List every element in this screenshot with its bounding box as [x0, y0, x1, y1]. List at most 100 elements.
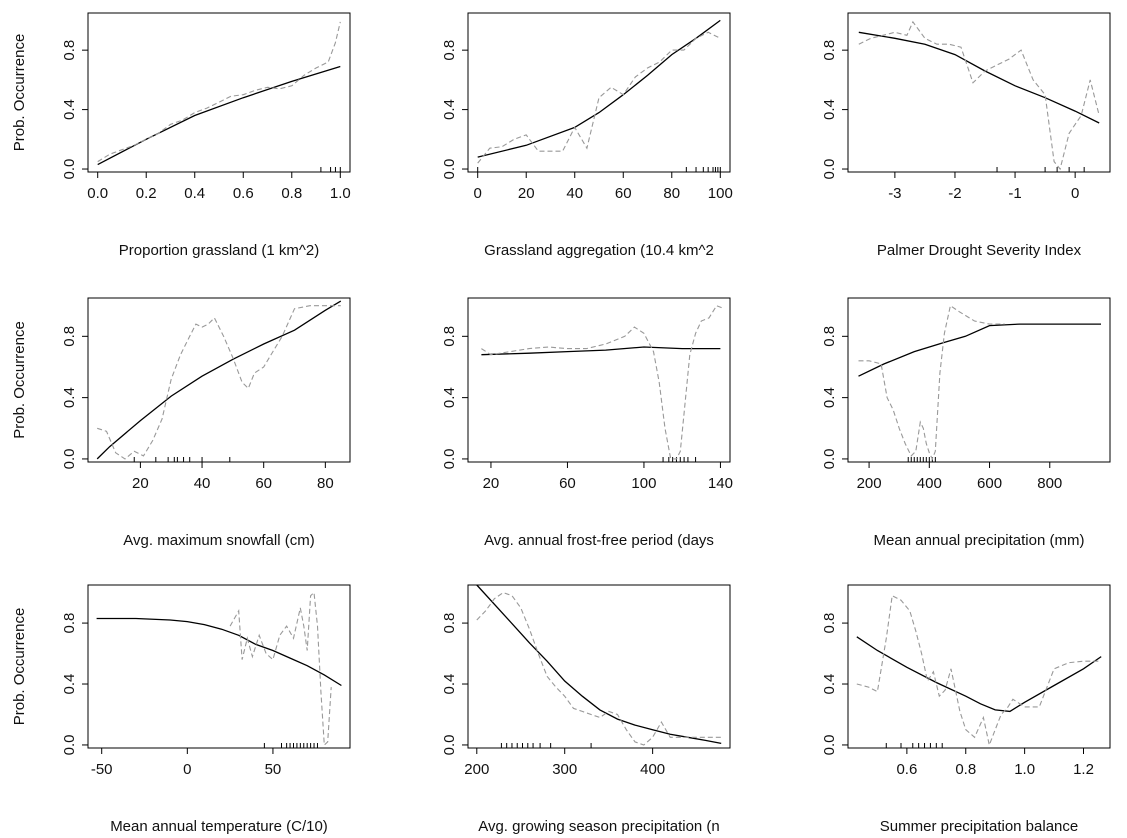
- x-tick-label: 50: [265, 761, 282, 778]
- y-tick-label: 0.4: [61, 99, 78, 120]
- plot-frame: [87, 12, 351, 173]
- x-axis-label: Grassland aggregation (10.4 km^2: [484, 242, 714, 259]
- plot-frame: [467, 297, 731, 463]
- plot-frame: [467, 584, 731, 749]
- x-tick-label: 60: [559, 475, 576, 492]
- fitted-curve: [858, 323, 1101, 377]
- y-tick-label: 0.4: [61, 387, 78, 408]
- x-tick-label: 40: [566, 185, 583, 202]
- x-tick-label: 80: [317, 475, 334, 492]
- chart-panel-5: 20 60 100 140 0.0 0.4 0.8 Avg. annual frost-fre…: [441, 297, 733, 549]
- y-tick-label: 0.0: [821, 449, 838, 470]
- x-tick-label: 0.0: [87, 185, 108, 202]
- x-tick-label: -50: [91, 761, 113, 778]
- y-tick-label: 0.8: [441, 326, 458, 347]
- observed-curve: [856, 594, 1102, 747]
- x-axis-label: Avg. maximum snowfall (cm): [123, 532, 314, 549]
- x-tick-label: -1: [1008, 185, 1021, 202]
- y-tick-label: 0.0: [821, 159, 838, 180]
- x-tick-label: 0.6: [896, 761, 917, 778]
- x-tick-label: 140: [708, 475, 733, 492]
- fitted-curve: [477, 19, 721, 158]
- x-axis-label: Summer precipitation balance: [880, 818, 1078, 835]
- x-tick-label: 200: [857, 475, 882, 492]
- x-tick-label: 0.8: [955, 761, 976, 778]
- chart-panel-6: 200 400 600 800 0.0 0.4 0.8 Mean annual precipi…: [821, 297, 1111, 549]
- y-tick-label: 0.4: [821, 674, 838, 695]
- chart-panel-2: 0 20 40 60 80 100 0.0 0.4 0.8 Grassland aggregati…: [441, 12, 733, 259]
- x-tick-label: 20: [518, 185, 535, 202]
- chart-panel-3: -3 -2 -1 0 0.0 0.4 0.8 Palmer Drought Severity …: [821, 12, 1111, 259]
- chart-panel-8: 200 300 400 0.0 0.4 0.8 Avg. growing season pr…: [441, 584, 731, 835]
- y-axis-label: Prob. Occurrence: [11, 608, 28, 726]
- x-tick-label: 0.6: [233, 185, 254, 202]
- y-tick-label: 0.8: [441, 40, 458, 61]
- x-tick-label: 1.0: [1014, 761, 1035, 778]
- x-axis-label: Avg. annual frost-free period (days: [484, 532, 714, 549]
- x-tick-label: 1.2: [1073, 761, 1094, 778]
- fitted-curve: [96, 300, 342, 460]
- plot-frame: [467, 12, 731, 173]
- chart-panel-1: 0.0 0.2 0.4 0.6 0.8 1.0 0.0 0.4 0.8 Proportion gr…: [11, 12, 351, 259]
- observed-curve: [481, 305, 725, 460]
- y-axis-label: Prob. Occurrence: [11, 34, 28, 152]
- x-tick-label: 800: [1037, 475, 1062, 492]
- x-tick-label: 0: [183, 761, 191, 778]
- y-tick-label: 0.4: [441, 99, 458, 120]
- x-tick-label: 600: [977, 475, 1002, 492]
- y-tick-label: 0.8: [61, 40, 78, 61]
- observed-curve: [229, 591, 332, 747]
- x-tick-label: 20: [483, 475, 500, 492]
- y-tick-label: 0.8: [441, 613, 458, 634]
- x-tick-label: 0: [474, 185, 482, 202]
- y-tick-label: 0.4: [821, 99, 838, 120]
- y-tick-label: 0.4: [61, 674, 78, 695]
- x-tick-label: 200: [464, 761, 489, 778]
- chart-panel-4: 20 40 60 80 0.0 0.4 0.8 Avg. maximum snowfall (…: [11, 297, 351, 549]
- y-tick-label: 0.0: [61, 159, 78, 180]
- x-tick-label: 0.4: [184, 185, 205, 202]
- y-tick-label: 0.8: [61, 326, 78, 347]
- observed-curve: [476, 591, 722, 746]
- plot-frame: [87, 584, 351, 749]
- fitted-curve: [97, 65, 341, 166]
- x-axis-label: Mean annual precipitation (mm): [874, 532, 1085, 549]
- x-tick-label: 20: [132, 475, 149, 492]
- observed-curve: [858, 20, 1100, 171]
- x-axis-label: Proportion grassland (1 km^2): [119, 242, 319, 259]
- x-tick-label: 1.0: [330, 185, 351, 202]
- x-tick-label: 400: [917, 475, 942, 492]
- fitted-curve: [481, 346, 721, 356]
- x-tick-label: 400: [640, 761, 665, 778]
- x-tick-label: 0.8: [281, 185, 302, 202]
- chart-panel-9: 0.6 0.8 1.0 1.2 0.0 0.4 0.8 Summer precipitatio…: [821, 584, 1111, 835]
- y-tick-label: 0.8: [821, 326, 838, 347]
- y-tick-label: 0.4: [441, 387, 458, 408]
- x-tick-label: -2: [948, 185, 961, 202]
- x-tick-label: 0: [1071, 185, 1079, 202]
- y-tick-label: 0.0: [441, 449, 458, 470]
- y-tick-label: 0.0: [821, 735, 838, 756]
- x-axis-label: Palmer Drought Severity Index: [877, 242, 1082, 259]
- fitted-curve: [476, 584, 722, 745]
- observed-curve: [858, 304, 1005, 461]
- x-tick-label: 0.2: [136, 185, 157, 202]
- y-tick-label: 0.0: [61, 735, 78, 756]
- y-tick-label: 0.0: [61, 449, 78, 470]
- x-tick-label: 60: [255, 475, 272, 492]
- x-tick-label: 100: [708, 185, 733, 202]
- plot-frame: [847, 12, 1111, 173]
- y-tick-label: 0.4: [821, 387, 838, 408]
- y-tick-label: 0.8: [821, 613, 838, 634]
- observed-curve: [477, 31, 721, 164]
- x-tick-label: 60: [615, 185, 632, 202]
- x-axis-label: Avg. growing season precipitation (n: [478, 818, 720, 835]
- x-tick-label: 80: [663, 185, 680, 202]
- y-tick-label: 0.8: [821, 40, 838, 61]
- y-tick-label: 0.0: [441, 735, 458, 756]
- fitted-curve: [96, 617, 342, 687]
- plot-frame: [847, 584, 1111, 749]
- observed-curve: [97, 21, 341, 163]
- x-tick-label: 300: [552, 761, 577, 778]
